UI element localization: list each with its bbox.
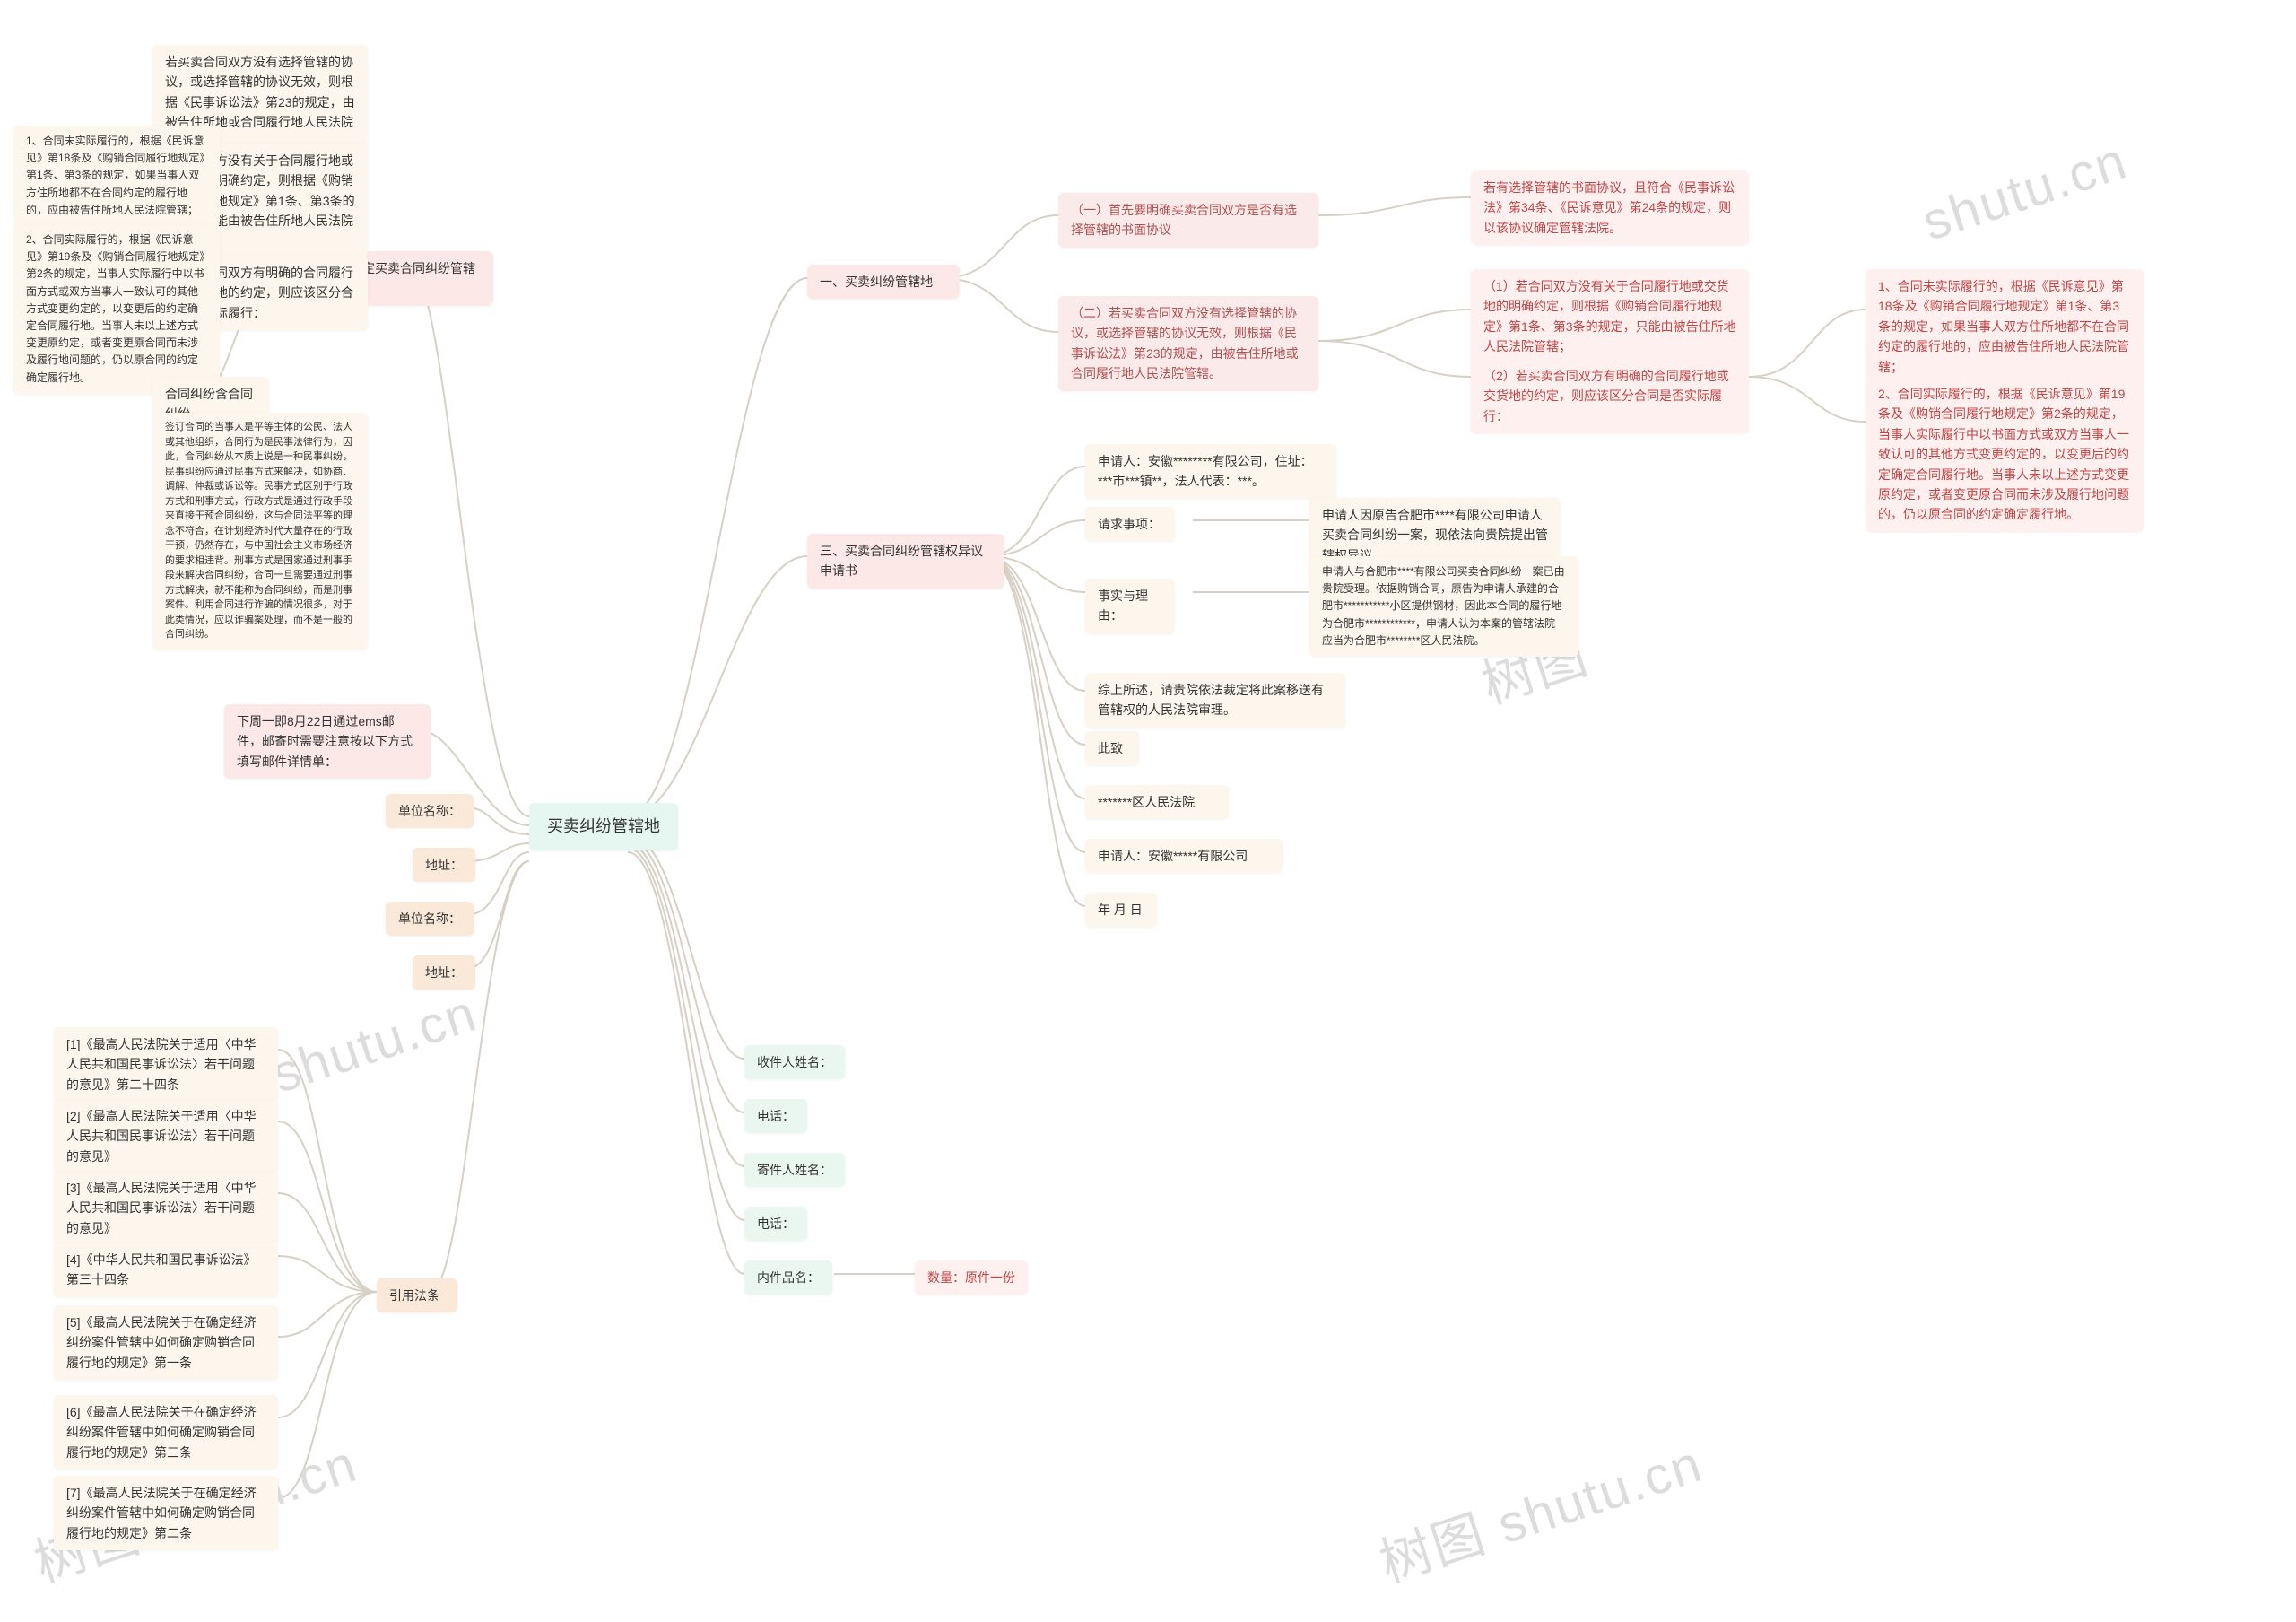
node-b3-c7: 申请人：安徽*****有限公司 [1085, 839, 1283, 873]
field-item-val: 数量：原件一份 [915, 1260, 1028, 1295]
node-b3-c2-label: 请求事项： [1085, 507, 1175, 541]
node-b1b-c1: （1）若合同双方没有关于合同履行地或交货地的明确约定，则根据《购销合同履行地规定… [1471, 269, 1749, 364]
law-5: [5]《最高人民法院关于在确定经济纠纷案件管辖中如何确定购销合同履行地的规定》第… [54, 1305, 278, 1380]
node-b1b[interactable]: （二）若买卖合同双方没有选择管辖的协议，或选择管辖的协议无效，则根据《民事诉讼法… [1058, 296, 1318, 391]
law-4: [4]《中华人民共和国民事诉讼法》第三十四条 [54, 1243, 278, 1297]
node-b3-c6: *******区人民法院 [1085, 785, 1229, 819]
watermark: shutu.cn [1915, 130, 2134, 252]
node-b1[interactable]: 一、买卖纠纷管辖地 [807, 265, 960, 299]
node-b3-c3-text: 申请人与合肥市****有限公司买卖合同纠纷一案已由贵院受理。依据购销合同，原告为… [1309, 556, 1578, 657]
node-b3-c1: 申请人：安徽********有限公司，住址：***市***镇**，法人代表：**… [1085, 444, 1336, 499]
law-2: [2]《最高人民法院关于适用〈中华人民共和国民事诉讼法〉若干问题的意见》 [54, 1099, 278, 1173]
node-b3-c5: 此致 [1085, 731, 1139, 765]
node-b2d-text: 签订合同的当事人是平等主体的公民、法人或其他组织，合同行为是民事法律行为，因此，… [152, 413, 368, 650]
field-tel1[interactable]: 电话： [744, 1099, 807, 1133]
field-send[interactable]: 寄件人姓名： [744, 1153, 845, 1187]
field-addr2[interactable]: 地址： [413, 955, 475, 990]
law-6: [6]《最高人民法院关于在确定经济纠纷案件管辖中如何确定购销合同履行地的规定》第… [54, 1395, 278, 1469]
node-b4[interactable]: 引用法条 [377, 1278, 457, 1312]
root-node[interactable]: 买卖纠纷管辖地 [529, 803, 678, 850]
node-b1a-leaf: 若有选择管辖的书面协议，且符合《民事诉讼法》第34条、《民诉意见》第24条的规定… [1471, 170, 1749, 245]
watermark: 树图 shutu.cn [1369, 1421, 1710, 1596]
node-b3-c3-label: 事实与理由： [1085, 579, 1175, 633]
node-form-header: 下周一即8月22日通过ems邮件，邮寄时需要注意按以下方式填写邮件详情单： [224, 704, 430, 779]
law-1: [1]《最高人民法院关于适用〈中华人民共和国民事诉讼法〉若干问题的意见》第二十四… [54, 1027, 278, 1102]
node-b1b-c2[interactable]: （2）若买卖合同双方有明确的合同履行地或交货地的约定，则应该区分合同是否实际履行… [1471, 359, 1749, 433]
node-b2a-d2: 2、合同实际履行的，根据《民诉意见》第19条及《购销合同履行地规定》第2条的规定… [13, 224, 220, 394]
node-b3-c8: 年 月 日 [1085, 893, 1157, 927]
node-b1a[interactable]: （一）首先要明确买卖合同双方是否有选择管辖的书面协议 [1058, 193, 1318, 248]
field-unit2[interactable]: 单位名称： [386, 902, 474, 936]
law-3: [3]《最高人民法院关于适用〈中华人民共和国民事诉讼法〉若干问题的意见》 [54, 1171, 278, 1245]
field-unit1[interactable]: 单位名称： [386, 794, 474, 828]
field-tel2[interactable]: 电话： [744, 1207, 807, 1241]
field-addr1[interactable]: 地址： [413, 848, 475, 882]
node-b3-c4: 综上所述，请贵院依法裁定将此案移送有管辖权的人民法院审理。 [1085, 673, 1345, 728]
node-b1b-c2-d2: 2、合同实际履行的，根据《民诉意见》第19条及《购销合同履行地规定》第2条的规定… [1866, 377, 2144, 532]
field-recv[interactable]: 收件人姓名： [744, 1045, 845, 1079]
field-item[interactable]: 内件品名： [744, 1260, 832, 1295]
watermark: shutu.cn [265, 982, 483, 1104]
node-b3[interactable]: 三、买卖合同纠纷管辖权异议申请书 [807, 534, 1004, 589]
law-7: [7]《最高人民法院关于在确定经济纠纷案件管辖中如何确定购销合同履行地的规定》第… [54, 1476, 278, 1550]
node-b2a-d1: 1、合同未实际履行的，根据《民诉意见》第18条及《购销合同履行地规定》第1条、第… [13, 126, 220, 226]
node-b1b-c2-d1: 1、合同未实际履行的，根据《民诉意见》第18条及《购销合同履行地规定》第1条、第… [1866, 269, 2144, 384]
